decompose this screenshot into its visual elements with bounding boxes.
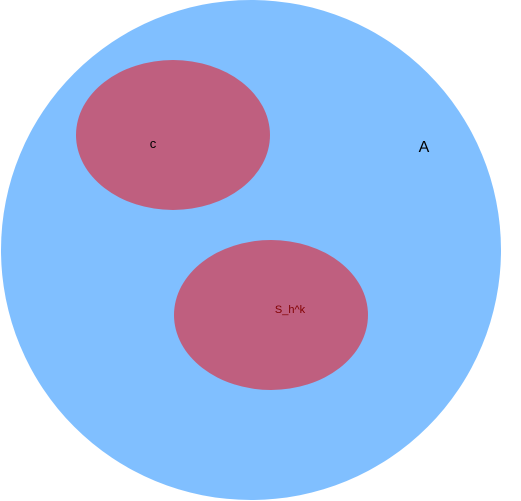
- set-shk-label: S_h^k: [275, 304, 306, 316]
- set-a-label: A: [419, 139, 430, 156]
- set-shk-ellipse: [174, 240, 368, 390]
- set-c-ellipse: [76, 60, 270, 210]
- set-c-label: c: [150, 136, 157, 151]
